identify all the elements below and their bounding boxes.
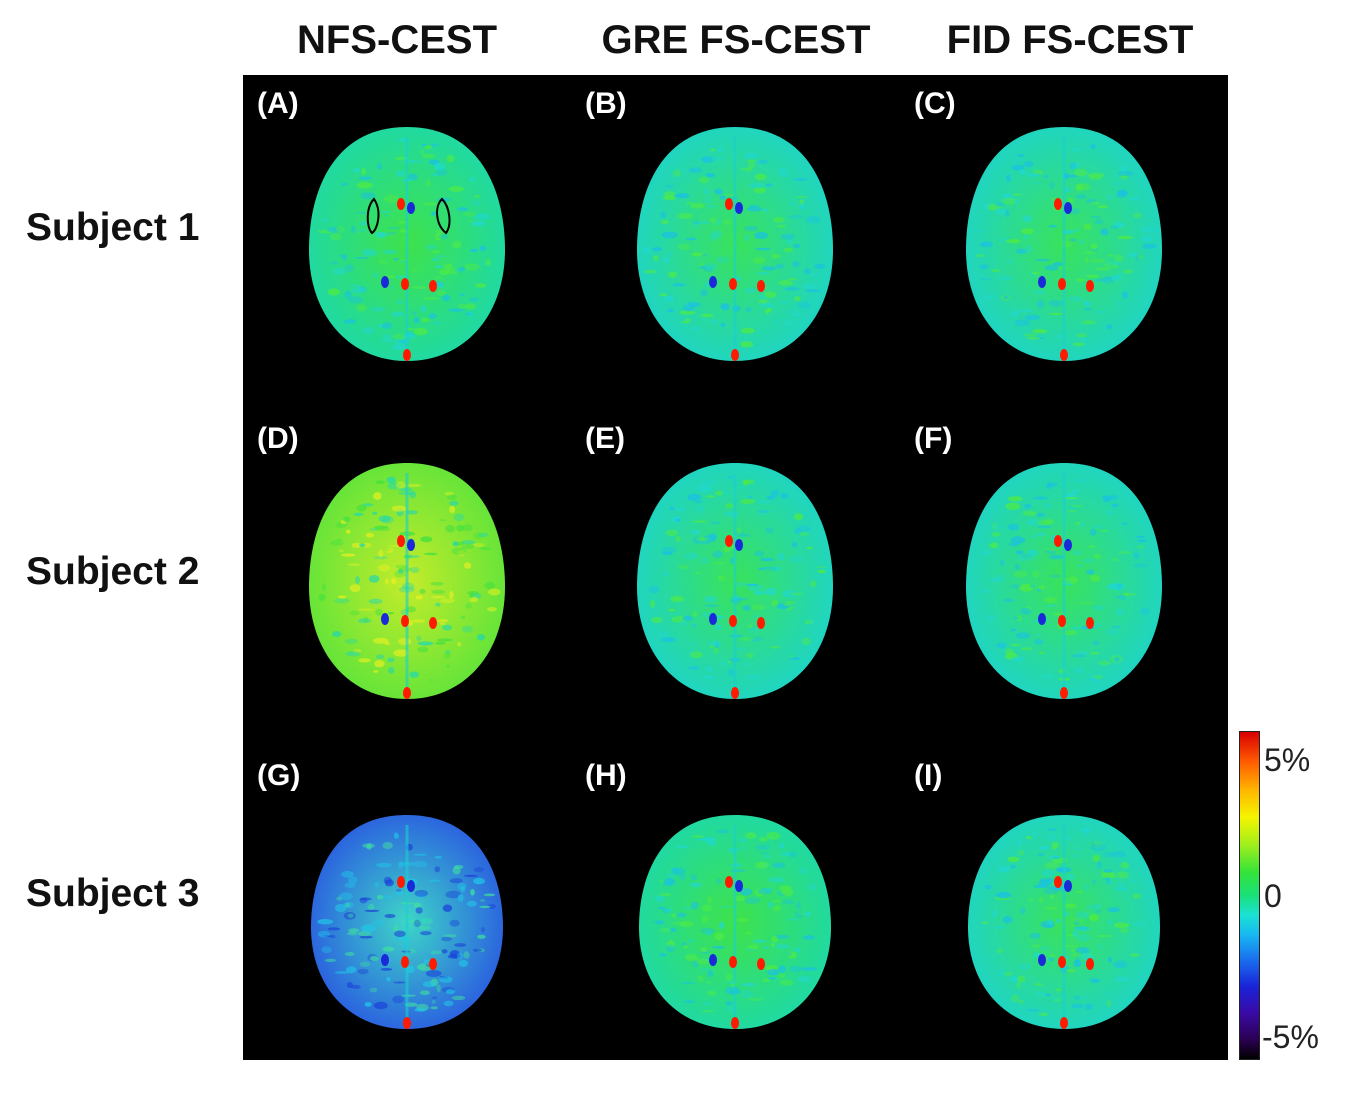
signal-spot: [735, 880, 743, 892]
signal-spot: [725, 535, 733, 547]
row-title-subject-3: Subject 3: [26, 872, 200, 915]
signal-spot: [401, 278, 409, 290]
signal-spot: [1054, 876, 1062, 888]
panel-label: (I): [914, 759, 943, 792]
signal-spot: [729, 956, 737, 968]
signal-spot: [397, 876, 405, 888]
signal-spot: [1060, 349, 1068, 361]
panel-label: (C): [914, 87, 956, 120]
signal-spot: [709, 276, 717, 288]
signal-spot: [1064, 202, 1072, 214]
column-title-gre-fs-cest: GRE FS-CEST: [601, 18, 871, 62]
signal-spot: [401, 615, 409, 627]
signal-spot: [1038, 613, 1046, 625]
panel-label: (A): [257, 87, 299, 120]
signal-spot: [401, 956, 409, 968]
signal-spot: [757, 280, 765, 292]
signal-spot: [1086, 958, 1094, 970]
row-title-subject-1: Subject 1: [26, 206, 200, 249]
signal-spot: [403, 1017, 411, 1029]
panel-label: (D): [257, 422, 299, 455]
signal-spot: [709, 613, 717, 625]
signal-spot: [1060, 687, 1068, 699]
signal-spot: [709, 954, 717, 966]
signal-spot: [1086, 617, 1094, 629]
panel-i-subject3-fid: (I): [900, 747, 1228, 1075]
roi-outline-right: [436, 197, 451, 235]
panel-label: (E): [585, 422, 625, 455]
signal-spot: [725, 876, 733, 888]
panel-b-subject1-gre: (B): [571, 75, 899, 403]
signal-spot: [1038, 276, 1046, 288]
signal-spot: [735, 202, 743, 214]
panel-label: (F): [914, 422, 953, 455]
signal-spot: [735, 539, 743, 551]
brain-map-image: [309, 127, 505, 361]
signal-spot: [429, 280, 437, 292]
roi-outline-left: [366, 197, 380, 235]
signal-spot: [1086, 280, 1094, 292]
signal-spot: [731, 1017, 739, 1029]
signal-spot: [1054, 535, 1062, 547]
signal-spot: [731, 349, 739, 361]
signal-spot: [731, 687, 739, 699]
signal-spot: [407, 202, 415, 214]
brain-map-image: [968, 815, 1160, 1029]
signal-spot: [381, 613, 389, 625]
signal-spot: [1054, 198, 1062, 210]
signal-spot: [381, 954, 389, 966]
signal-spot: [757, 958, 765, 970]
signal-spot: [1064, 539, 1072, 551]
signal-spot: [397, 535, 405, 547]
signal-spot: [407, 880, 415, 892]
brain-map-image: [966, 463, 1162, 699]
colorbar-tick-max: 5%: [1264, 742, 1311, 778]
signal-spot: [403, 687, 411, 699]
signal-spot: [429, 617, 437, 629]
panel-c-subject1-fid: (C): [900, 75, 1228, 403]
colorbar-tick-zero: 0: [1264, 878, 1282, 914]
panel-e-subject2-gre: (E): [571, 410, 899, 738]
colorbar-tick-min: -5%: [1262, 1019, 1319, 1055]
panel-f-subject2-fid: (F): [900, 410, 1228, 738]
panel-g-subject3-nfs: (G): [243, 747, 571, 1075]
brain-map-image: [311, 815, 503, 1029]
signal-spot: [729, 278, 737, 290]
signal-spot: [1038, 954, 1046, 966]
signal-spot: [407, 539, 415, 551]
signal-spot: [397, 198, 405, 210]
row-title-subject-2: Subject 2: [26, 550, 200, 593]
colorbar: [1239, 731, 1260, 1060]
column-title-nfs-cest: NFS-CEST: [297, 18, 497, 62]
panel-label: (B): [585, 87, 627, 120]
signal-spot: [1058, 278, 1066, 290]
brain-map-image: [637, 463, 833, 699]
panel-d-subject2-nfs: (D): [243, 410, 571, 738]
signal-spot: [381, 276, 389, 288]
signal-spot: [757, 617, 765, 629]
signal-spot: [429, 958, 437, 970]
column-title-fid-fs-cest: FID FS-CEST: [946, 18, 1194, 62]
brain-map-image: [639, 815, 831, 1029]
signal-spot: [1058, 956, 1066, 968]
brain-map-image: [309, 463, 505, 699]
panel-label: (H): [585, 759, 627, 792]
brain-map-image: [966, 127, 1162, 361]
signal-spot: [1060, 1017, 1068, 1029]
cest-map-grid: (A) (B) (C) (D) (E) (F) (G) (H) (I): [243, 75, 1228, 1060]
panel-label: (G): [257, 759, 301, 792]
brain-map-image: [637, 127, 833, 361]
signal-spot: [725, 198, 733, 210]
signal-spot: [1058, 615, 1066, 627]
signal-spot: [1064, 880, 1072, 892]
panel-a-subject1-nfs: (A): [243, 75, 571, 403]
panel-h-subject3-gre: (H): [571, 747, 899, 1075]
signal-spot: [403, 349, 411, 361]
signal-spot: [729, 615, 737, 627]
